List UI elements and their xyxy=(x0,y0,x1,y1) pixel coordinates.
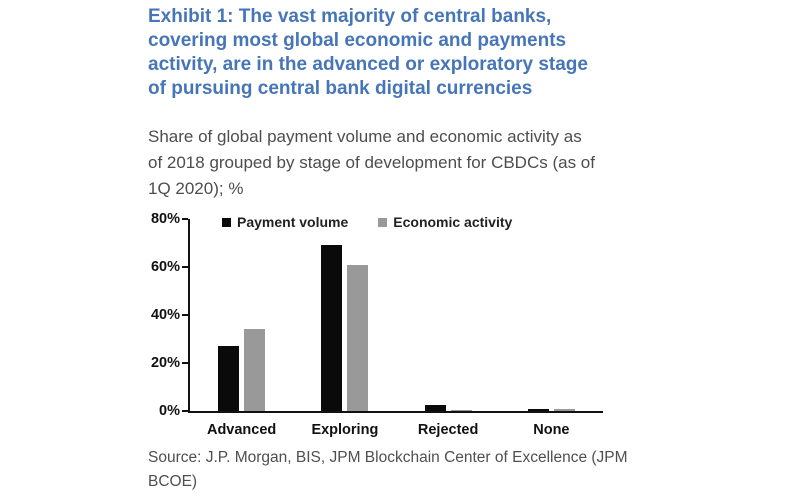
bar-rejected-payment-volume xyxy=(424,405,446,411)
y-axis-line xyxy=(188,219,190,413)
legend-swatch-icon xyxy=(378,217,388,227)
y-axis-tick xyxy=(182,266,188,268)
plot-area: 0% 20% 40% 60% 80% Advanced Exploring Rejected N… xyxy=(151,211,603,438)
x-axis-label-rejected: Rejected xyxy=(417,422,479,438)
chart-subtitle: Share of global payment volume and econo… xyxy=(148,127,595,198)
x-axis-label-advanced: Advanced xyxy=(206,422,277,438)
bar-exploring-economic-activity xyxy=(347,264,369,411)
legend-item-payment-volume: Payment volume xyxy=(222,214,348,230)
bar-rejected-economic-activity xyxy=(450,409,472,411)
y-axis-tick-label: 80% xyxy=(150,211,180,227)
legend-swatch-icon xyxy=(222,217,231,227)
x-axis-label-none: None xyxy=(533,422,570,438)
bar-group-none xyxy=(500,219,603,411)
legend-label: Payment volume xyxy=(237,214,349,230)
bar-none-payment-volume xyxy=(527,408,549,411)
bar-group-advanced xyxy=(190,219,293,411)
bar-none-economic-activity xyxy=(553,408,575,411)
y-axis-tick xyxy=(182,362,188,364)
source-note: Source: J.P. Morgan, BIS, JPM Blockchain… xyxy=(148,449,628,490)
bar-advanced-economic-activity xyxy=(244,329,266,411)
y-axis-tick xyxy=(182,410,188,412)
y-axis-tick xyxy=(182,314,188,316)
x-axis-label-exploring: Exploring xyxy=(311,422,379,438)
legend-item-economic-activity: Economic activity xyxy=(378,214,512,230)
y-axis-tick-label: 0% xyxy=(159,403,180,419)
y-axis-tick-label: 20% xyxy=(150,355,180,371)
bar-group-rejected xyxy=(397,219,500,411)
y-axis-tick xyxy=(182,218,188,220)
bar-group-exploring xyxy=(293,219,396,411)
y-axis-tick-label: 40% xyxy=(150,307,180,323)
exhibit-title: Exhibit 1: The vast majority of central … xyxy=(148,6,588,99)
bar-advanced-payment-volume xyxy=(218,346,240,411)
bar-exploring-payment-volume xyxy=(321,245,343,411)
legend-label: Economic activity xyxy=(393,214,513,230)
y-axis-tick-label: 60% xyxy=(150,259,180,275)
chart-legend: Payment volume Economic activity xyxy=(222,214,512,230)
x-axis-line xyxy=(188,411,603,413)
